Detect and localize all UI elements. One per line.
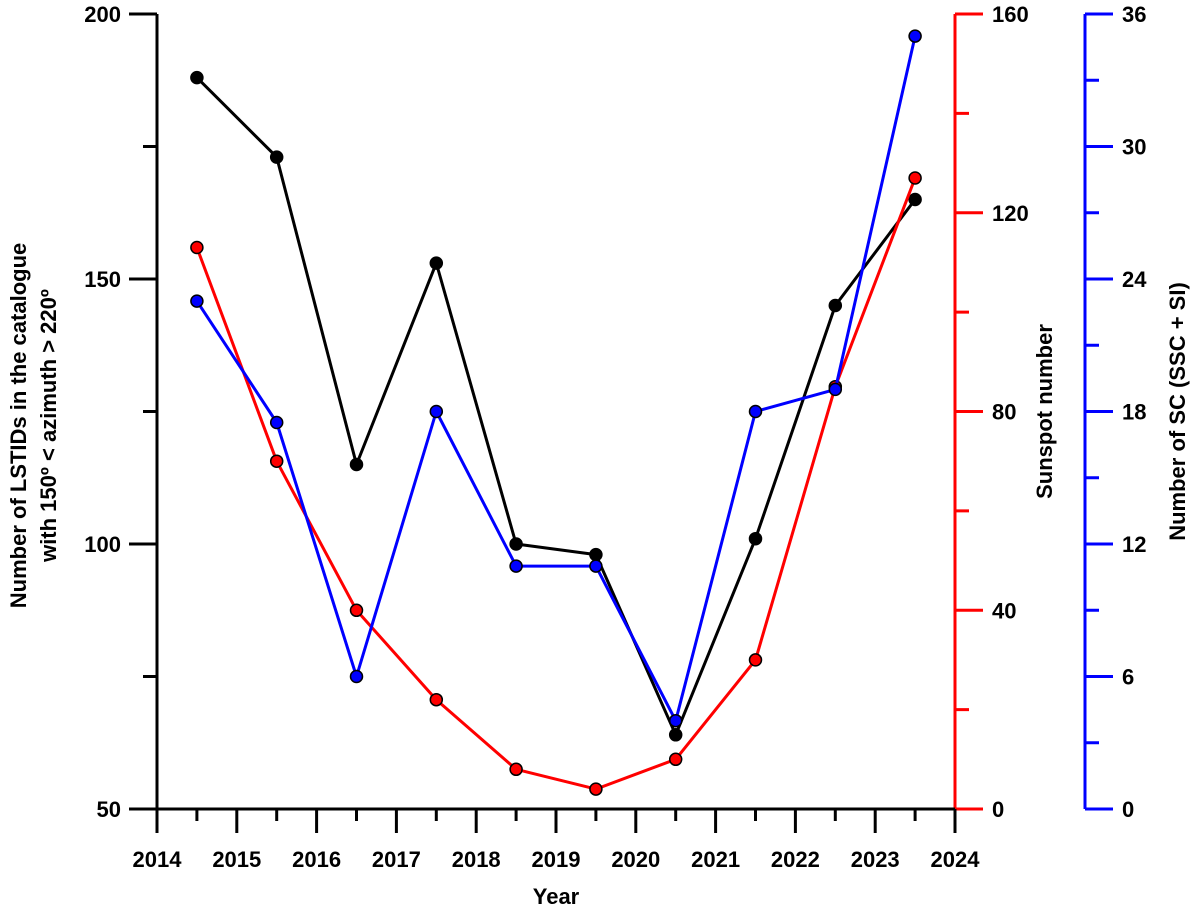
lstid-series-point	[429, 256, 444, 270]
x-axis-tick-label: 2016	[292, 847, 341, 872]
sunspot-series-point	[908, 171, 922, 185]
sunspot-axis-tick-label: 40	[992, 598, 1016, 623]
sc-series-point	[349, 669, 364, 684]
sunspot-axis-tick-label: 160	[992, 2, 1029, 27]
sc-series-point	[748, 404, 763, 419]
left-axis-ticks: 50 100 150 200	[84, 2, 157, 822]
sc-axis-label: Number of SC (SSC + SI)	[1165, 282, 1190, 541]
x-axis-ticks: 2014 2015 2016 2017 2018 2019 2020 2021 2022 2023…	[133, 809, 981, 872]
lstid-series-point	[269, 150, 284, 164]
x-axis-tick-label: 2020	[611, 847, 660, 872]
x-axis-tick-label: 2015	[212, 847, 261, 872]
sunspot-series-point	[190, 240, 204, 255]
left-axis-tick-label: 150	[84, 267, 121, 292]
lstid-series-point	[589, 547, 603, 562]
left-axis-tick-label: 100	[84, 532, 121, 557]
sunspot-axis-tick-label: 0	[992, 797, 1004, 822]
sc-axis-ticks: 0 6 12 18 24 30 36	[1085, 2, 1147, 822]
sunspot-axis-label: Sunspot number	[1032, 324, 1057, 499]
sc-series	[190, 29, 922, 728]
right-axis-sc: 0 6 12 18 24 30 36 Number of SC (SSC + SI)	[1083, 2, 1190, 822]
sc-axis-tick-label: 30	[1122, 135, 1146, 160]
sc-axis-tick-label: 0	[1122, 797, 1134, 822]
sc-axis-tick-label: 24	[1122, 267, 1147, 292]
right-axis-sunspot: 0 40 80 120 160 Sunspot number	[953, 2, 1057, 822]
sunspot-series-line	[195, 177, 917, 791]
sc-series-point	[908, 29, 922, 43]
sc-axis-tick-label: 36	[1122, 2, 1146, 27]
x-axis-label: Year	[533, 884, 580, 909]
sunspot-axis-tick-label: 80	[992, 400, 1016, 425]
sunspot-series-point	[349, 603, 364, 618]
sc-axis-tick-label: 18	[1122, 400, 1146, 425]
x-axis-tick-label: 2018	[452, 847, 501, 872]
sc-axis-tick-label: 6	[1122, 665, 1134, 690]
lstid-series-point	[908, 192, 922, 207]
left-axis: 50 100 150 200 Number of LSTIDs in the cata…	[6, 2, 159, 822]
sunspot-series-point	[429, 692, 444, 707]
lstid-series-point	[748, 531, 763, 546]
x-axis-tick-label: 2024	[931, 847, 981, 872]
lstid-series	[190, 70, 922, 742]
lstid-series-line	[195, 76, 917, 737]
sc-axis-tick-label: 12	[1122, 532, 1146, 557]
lstid-series-point	[828, 298, 843, 313]
sunspot-series-point	[269, 454, 284, 468]
x-axis: 2014 2015 2016 2017 2018 2019 2020 2021 2022 2023…	[133, 807, 981, 909]
sunspot-series-point	[668, 752, 683, 767]
sc-series-point	[668, 713, 683, 728]
sunspot-axis-ticks: 0 40 80 120 160	[955, 2, 1029, 822]
sunspot-axis-tick-label: 120	[992, 201, 1029, 226]
sc-series-point	[828, 382, 843, 397]
series-layer	[190, 29, 922, 796]
lstid-series-point	[668, 728, 683, 742]
sc-series-point	[269, 415, 284, 430]
left-axis-label-line1: Number of LSTIDs in the catalogue	[6, 243, 31, 608]
sunspot-series	[190, 171, 922, 796]
left-axis-label-line2: with 150º < azimuth > 220º	[36, 289, 61, 563]
sunspot-series-point	[748, 653, 763, 667]
sc-series-point	[190, 294, 204, 308]
lstid-series-point	[190, 70, 204, 85]
sc-series-point	[429, 404, 444, 419]
sunspot-series-point	[589, 782, 603, 796]
x-axis-tick-label: 2023	[851, 847, 900, 872]
x-axis-tick-label: 2021	[691, 847, 740, 872]
sunspot-series-point	[509, 762, 523, 777]
x-axis-tick-label: 2022	[771, 847, 820, 872]
lstid-series-point	[509, 537, 523, 551]
left-axis-tick-label: 200	[84, 2, 121, 27]
sc-series-line	[195, 35, 917, 723]
left-axis-tick-label: 50	[97, 797, 121, 822]
x-axis-tick-label: 2014	[133, 847, 183, 872]
lstid-series-point	[349, 457, 364, 472]
sc-series-point	[509, 559, 523, 573]
x-axis-tick-label: 2017	[372, 847, 421, 872]
sc-series-point	[589, 559, 603, 573]
x-axis-tick-label: 2019	[532, 847, 581, 872]
